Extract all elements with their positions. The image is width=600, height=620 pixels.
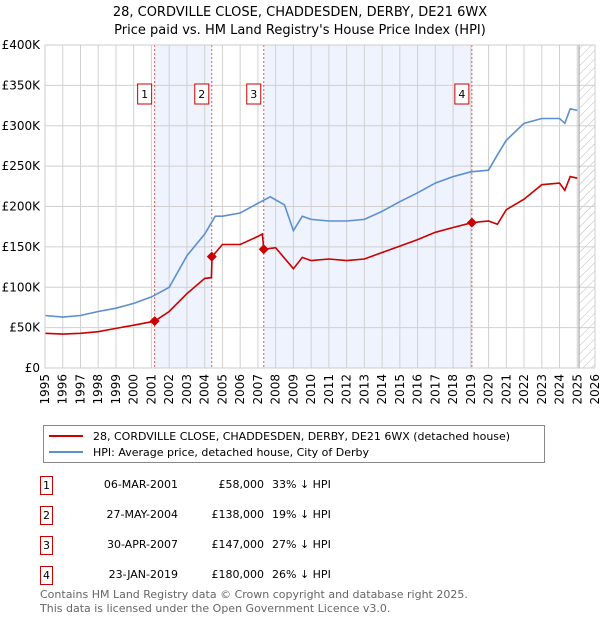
sale-marker-badge: 1 xyxy=(40,476,53,495)
sale-date: 27-MAY-2004 xyxy=(106,508,178,521)
sale-marker-badge: 2 xyxy=(40,506,53,525)
legend-swatch-red xyxy=(49,435,83,437)
sale-point-marker xyxy=(149,316,160,327)
x-tick-label: 2002 xyxy=(162,374,176,405)
chart-legend: 28, CORDVILLE CLOSE, CHADDESDEN, DERBY, … xyxy=(43,425,545,463)
x-tick-label: 2000 xyxy=(127,374,141,405)
x-tick-label: 2012 xyxy=(340,374,354,405)
y-tick-label: £50K xyxy=(9,321,41,335)
y-tick-label: £400K xyxy=(2,38,42,52)
footer-line-1: Contains HM Land Registry data © Crown c… xyxy=(40,588,468,601)
footer-attribution: Contains HM Land Registry data © Crown c… xyxy=(40,588,468,616)
x-tick-label: 2017 xyxy=(428,374,442,405)
hpi-line xyxy=(44,107,578,318)
x-tick-label: 2013 xyxy=(357,374,371,405)
table-row: 4 23-JAN-2019 £180,000 26% ↓ HPI xyxy=(40,566,440,585)
x-tick-label: 2024 xyxy=(553,374,567,405)
y-tick-label: £350K xyxy=(2,78,42,92)
x-tick-label: 2007 xyxy=(251,374,265,405)
chart-title: 28, CORDVILLE CLOSE, CHADDESDEN, DERBY, … xyxy=(0,4,600,40)
sale-date: 06-MAR-2001 xyxy=(103,478,178,491)
x-tick-label: 2001 xyxy=(144,374,158,405)
hpi-diff: 33% ↓ HPI xyxy=(272,478,331,491)
x-tick-label: 2019 xyxy=(464,374,478,405)
x-tick-label: 2014 xyxy=(375,374,389,405)
x-tick-label: 2022 xyxy=(517,374,531,405)
y-tick-label: £250K xyxy=(2,159,42,173)
x-tick-label: 2009 xyxy=(286,374,300,405)
x-tick-label: 2026 xyxy=(588,374,600,405)
x-tick-label: 2006 xyxy=(233,374,247,405)
sale-label-box xyxy=(194,83,210,105)
table-row: 2 27-MAY-2004 £138,000 19% ↓ HPI xyxy=(40,506,440,525)
sale-marker-badge: 4 xyxy=(40,566,53,585)
table-row: 3 30-APR-2007 £147,000 27% ↓ HPI xyxy=(40,536,440,555)
x-tick-label: 2025 xyxy=(570,374,584,405)
x-tick-label: 2021 xyxy=(499,374,513,405)
sale-label: 4 xyxy=(458,88,465,101)
x-tick-label: 2004 xyxy=(198,374,212,405)
x-tick-label: 2016 xyxy=(411,374,425,405)
x-tick-label: 2005 xyxy=(215,374,229,405)
x-tick-label: 2011 xyxy=(322,374,336,405)
legend-label: 28, CORDVILLE CLOSE, CHADDESDEN, DERBY, … xyxy=(93,429,511,443)
x-tick-label: 1998 xyxy=(91,374,105,405)
x-tick-label: 2008 xyxy=(269,374,283,405)
x-tick-label: 2018 xyxy=(446,374,460,405)
y-tick-label: £0 xyxy=(25,361,40,375)
sale-price: £180,000 xyxy=(211,568,265,581)
sale-label-box xyxy=(137,83,153,105)
y-tick-label: £150K xyxy=(2,240,42,254)
sale-point-marker xyxy=(258,244,269,255)
legend-item-property: 28, CORDVILLE CLOSE, CHADDESDEN, DERBY, … xyxy=(44,428,510,444)
sale-label: 1 xyxy=(141,88,148,101)
x-tick-label: 2023 xyxy=(535,374,549,405)
title-line-1: 28, CORDVILLE CLOSE, CHADDESDEN, DERBY, … xyxy=(112,5,488,20)
price-chart: 1995 1996 1997 1998 1999 2000 2001 2002 2003 2004… xyxy=(2,38,600,405)
table-row: 1 06-MAR-2001 £58,000 33% ↓ HPI xyxy=(40,476,440,495)
sale-label: 2 xyxy=(198,88,205,101)
title-line-2: Price paid vs. HM Land Registry's House … xyxy=(114,23,486,38)
x-tick-label: 1995 xyxy=(38,374,52,405)
hpi-diff: 27% ↓ HPI xyxy=(272,538,331,551)
y-tick-label: £200K xyxy=(2,200,42,214)
x-tick-label: 2010 xyxy=(304,374,318,405)
sale-marker-badge: 3 xyxy=(40,536,53,555)
plot-border xyxy=(44,44,596,369)
y-tick-label: £100K xyxy=(2,280,42,294)
x-tick-label: 2015 xyxy=(393,374,407,405)
sale-label-box xyxy=(454,83,470,105)
sale-point-marker xyxy=(466,217,477,228)
sale-point-marker xyxy=(206,251,217,262)
x-tick-label: 1997 xyxy=(73,374,87,405)
hpi-diff: 26% ↓ HPI xyxy=(272,568,331,581)
legend-label: HPI: Average price, detached house, City… xyxy=(93,445,370,459)
hpi-diff: 19% ↓ HPI xyxy=(272,508,331,521)
sale-price: £147,000 xyxy=(211,538,265,551)
legend-item-hpi: HPI: Average price, detached house, City… xyxy=(44,444,369,460)
x-tick-label: 1999 xyxy=(109,374,123,405)
sale-label-box xyxy=(246,83,262,105)
sale-price: £58,000 xyxy=(218,478,265,491)
sale-date: 30-APR-2007 xyxy=(106,538,178,551)
x-tick-label: 2020 xyxy=(482,374,496,405)
x-tick-label: 2003 xyxy=(180,374,194,405)
footer-line-2: This data is licensed under the Open Gov… xyxy=(40,602,391,615)
price-paid-line xyxy=(44,175,578,335)
y-tick-label: £300K xyxy=(2,119,42,133)
sale-date: 23-JAN-2019 xyxy=(108,568,178,581)
sale-label: 3 xyxy=(250,88,257,101)
x-tick-label: 1996 xyxy=(56,374,70,405)
sale-price: £138,000 xyxy=(211,508,265,521)
legend-swatch-blue xyxy=(49,451,83,453)
